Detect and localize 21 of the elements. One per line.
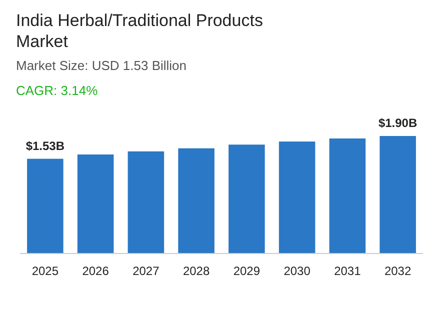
bar: [178, 148, 214, 253]
x-tick-label: 2027: [132, 264, 160, 278]
bar: [278, 142, 316, 253]
data-label: $1.53B: [26, 138, 65, 153]
x-tick-label: 2026: [82, 264, 110, 278]
bar: [27, 158, 64, 253]
chart-subtitle: Market Size: USD 1.53 Billion: [16, 58, 187, 73]
x-tick-label: 2031: [334, 264, 362, 278]
chart-title: India Herbal/Traditional Products Market: [16, 11, 263, 51]
bar: [228, 144, 265, 253]
data-label: $1.90B: [378, 116, 418, 130]
x-tick-label: 2025: [32, 264, 59, 278]
x-tick-label: 2030: [284, 264, 311, 278]
x-tick-label: 2032: [384, 264, 412, 278]
x-tick-label: 2029: [233, 264, 260, 278]
text: CAGR: 3.14%: [16, 83, 98, 98]
x-tick-label: 2028: [182, 264, 210, 278]
bar: [380, 136, 416, 253]
bar: [329, 138, 366, 253]
bar: [77, 154, 114, 253]
bar: [128, 151, 164, 253]
